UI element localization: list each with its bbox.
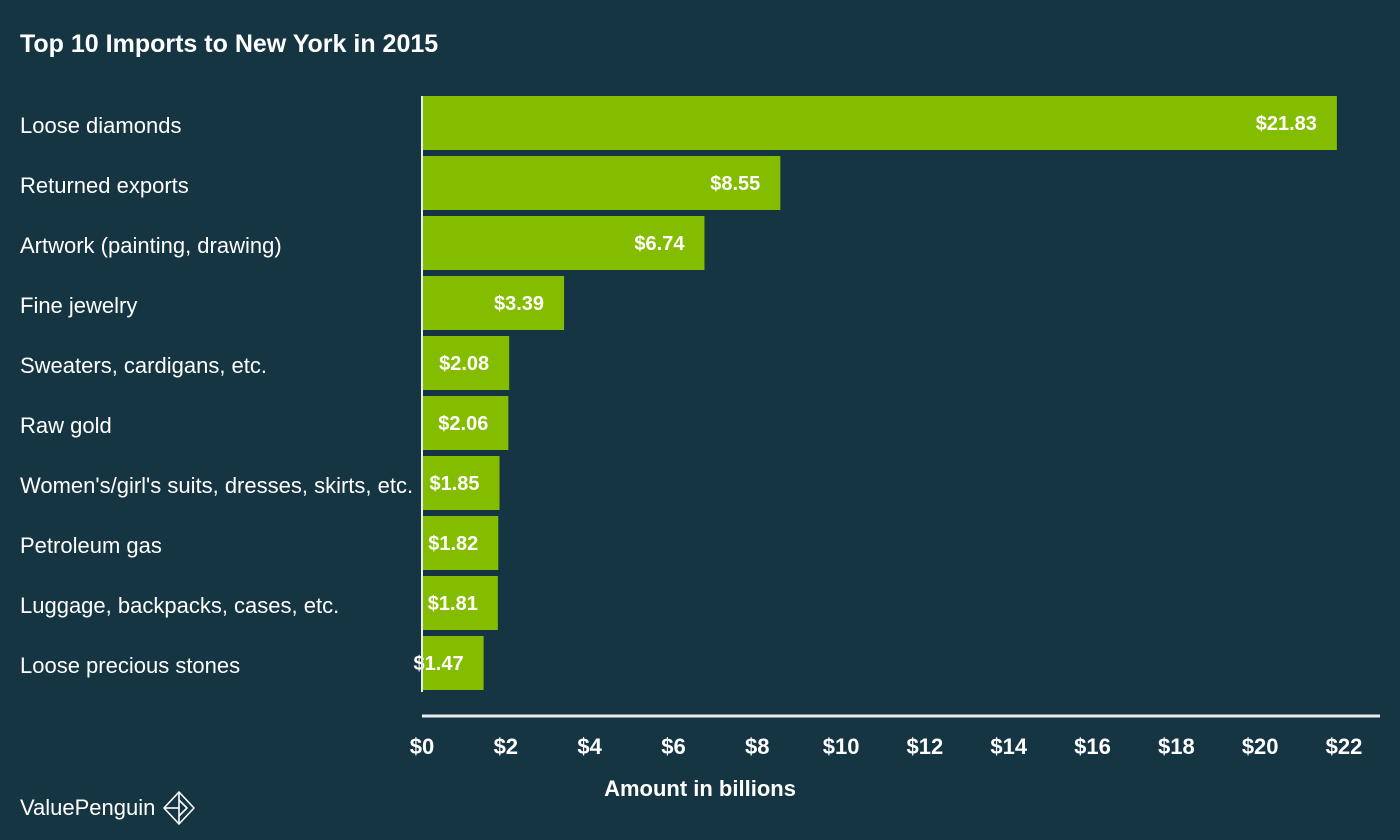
x-tick-label: $6 — [661, 734, 685, 759]
brand-name: ValuePenguin — [20, 795, 156, 820]
bar-value-label: $1.82 — [428, 533, 478, 555]
diamond-logo-icon — [163, 791, 196, 825]
bar — [422, 216, 705, 270]
category-label: Raw gold — [20, 412, 112, 438]
bar-value-label: $1.81 — [428, 593, 478, 615]
bar-value-label: $8.55 — [710, 173, 760, 195]
category-label: Luggage, backpacks, cases, etc. — [20, 592, 340, 618]
category-label: Loose diamonds — [20, 112, 182, 138]
x-tick-label: $4 — [577, 734, 602, 759]
bar — [422, 636, 484, 690]
x-tick-label: $14 — [990, 734, 1027, 759]
bar-value-label: $2.08 — [439, 353, 489, 375]
x-tick-label: $12 — [907, 734, 944, 759]
bar-value-label: $1.85 — [429, 473, 479, 495]
brand-logo: ValuePenguin — [20, 790, 197, 826]
category-label: Women's/girl's suits, dresses, skirts, e… — [20, 472, 414, 498]
x-tick-label: $20 — [1242, 734, 1279, 759]
axis-layer: $0 $2 $4 $6 $8 $10 $12 $14 $16 $18 $20 $22 — [410, 96, 1380, 759]
bar — [422, 516, 499, 570]
bar — [422, 96, 1337, 150]
bar — [422, 336, 510, 390]
bar — [422, 456, 500, 510]
bar-value-label: $6.74 — [634, 233, 685, 255]
bars-layer: $21.83 $8.55 $6.74 $3.39 $2.08 $2.06 $1.85 $1.8… — [414, 96, 1337, 690]
x-tick-label: $16 — [1074, 734, 1111, 759]
bar-value-label: $21.83 — [1256, 113, 1317, 135]
x-tick-label: $10 — [823, 734, 860, 759]
x-tick-label: $0 — [410, 734, 434, 759]
category-label: Artwork (painting, drawing) — [20, 232, 282, 258]
chart-title: Top 10 Imports to New York in 2015 — [20, 30, 439, 58]
category-label: Loose precious stones — [20, 652, 241, 678]
bar — [422, 276, 565, 330]
bar-value-label: $3.39 — [494, 293, 544, 315]
bar-value-label: $2.06 — [438, 413, 488, 435]
category-label: Sweaters, cardigans, etc. — [20, 352, 268, 378]
category-label: Fine jewelry — [20, 292, 138, 318]
bar — [422, 396, 509, 450]
x-axis-label: Amount in billions — [604, 776, 796, 801]
bar — [422, 576, 498, 630]
x-tick-label: $22 — [1326, 734, 1363, 759]
bar-value-label: $1.47 — [414, 653, 464, 675]
category-label: Returned exports — [20, 172, 189, 198]
category-label: Petroleum gas — [20, 532, 162, 558]
bar — [422, 156, 781, 210]
x-tick-label: $8 — [745, 734, 769, 759]
x-tick-label: $2 — [494, 734, 518, 759]
x-tick-label: $18 — [1158, 734, 1195, 759]
